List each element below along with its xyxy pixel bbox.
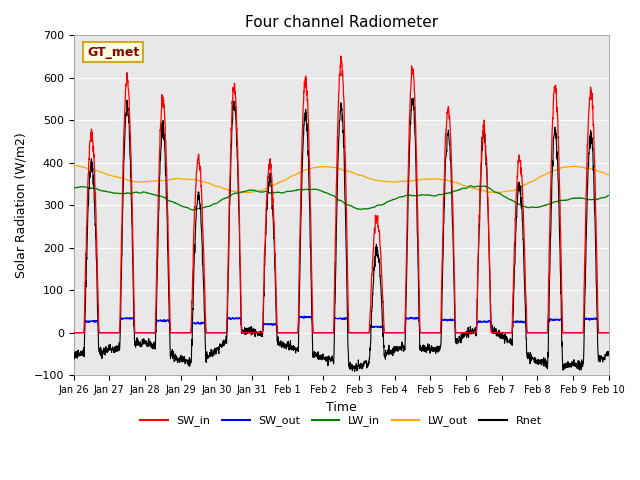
Rnet: [70, 350, 77, 356]
LW_in: [605, 192, 612, 198]
LW_in: [369, 204, 376, 210]
LW_in: [497, 191, 505, 197]
SW_in: [573, 330, 580, 336]
X-axis label: Time: Time: [326, 400, 356, 413]
Rnet: [369, 304, 376, 310]
SW_in: [70, 330, 77, 336]
LW_out: [573, 164, 580, 169]
LW_in: [356, 206, 364, 212]
LW_out: [605, 172, 612, 178]
LW_in: [70, 185, 77, 191]
SW_out: [70, 330, 77, 336]
Rnet: [219, 342, 227, 348]
Y-axis label: Solar Radiation (W/m2): Solar Radiation (W/m2): [15, 132, 28, 278]
Line: Rnet: Rnet: [74, 98, 609, 372]
SW_in: [369, 269, 376, 275]
Rnet: [410, 96, 417, 101]
SW_in: [337, 53, 345, 59]
Title: Four channel Radiometer: Four channel Radiometer: [244, 15, 438, 30]
SW_out: [573, 330, 580, 336]
LW_in: [558, 198, 566, 204]
LW_out: [497, 189, 505, 195]
SW_in: [557, 272, 565, 278]
Legend: SW_in, SW_out, LW_in, LW_out, Rnet: SW_in, SW_out, LW_in, LW_out, Rnet: [136, 411, 547, 431]
SW_out: [369, 324, 376, 330]
LW_out: [369, 177, 376, 182]
Line: SW_in: SW_in: [74, 56, 609, 333]
Rnet: [558, 343, 566, 349]
Line: LW_in: LW_in: [74, 186, 609, 210]
SW_out: [557, 317, 565, 323]
Text: GT_met: GT_met: [87, 46, 140, 59]
SW_out: [605, 330, 612, 336]
Line: SW_out: SW_out: [74, 316, 609, 333]
SW_out: [295, 313, 303, 319]
LW_out: [558, 165, 566, 170]
Rnet: [605, 353, 612, 359]
LW_in: [189, 207, 196, 213]
SW_in: [356, 330, 364, 336]
Rnet: [351, 369, 358, 374]
SW_in: [497, 330, 504, 336]
SW_in: [219, 330, 227, 336]
LW_out: [357, 172, 365, 178]
Rnet: [573, 365, 580, 371]
Line: LW_out: LW_out: [74, 166, 609, 192]
LW_in: [573, 195, 580, 201]
LW_in: [467, 183, 474, 189]
SW_out: [497, 330, 504, 336]
Rnet: [497, 336, 505, 342]
LW_out: [220, 185, 227, 191]
SW_out: [219, 330, 227, 336]
LW_out: [70, 163, 78, 168]
Rnet: [356, 362, 364, 368]
SW_in: [605, 330, 612, 336]
LW_out: [240, 190, 248, 195]
SW_out: [356, 330, 364, 336]
LW_out: [70, 163, 77, 168]
LW_in: [220, 196, 227, 202]
